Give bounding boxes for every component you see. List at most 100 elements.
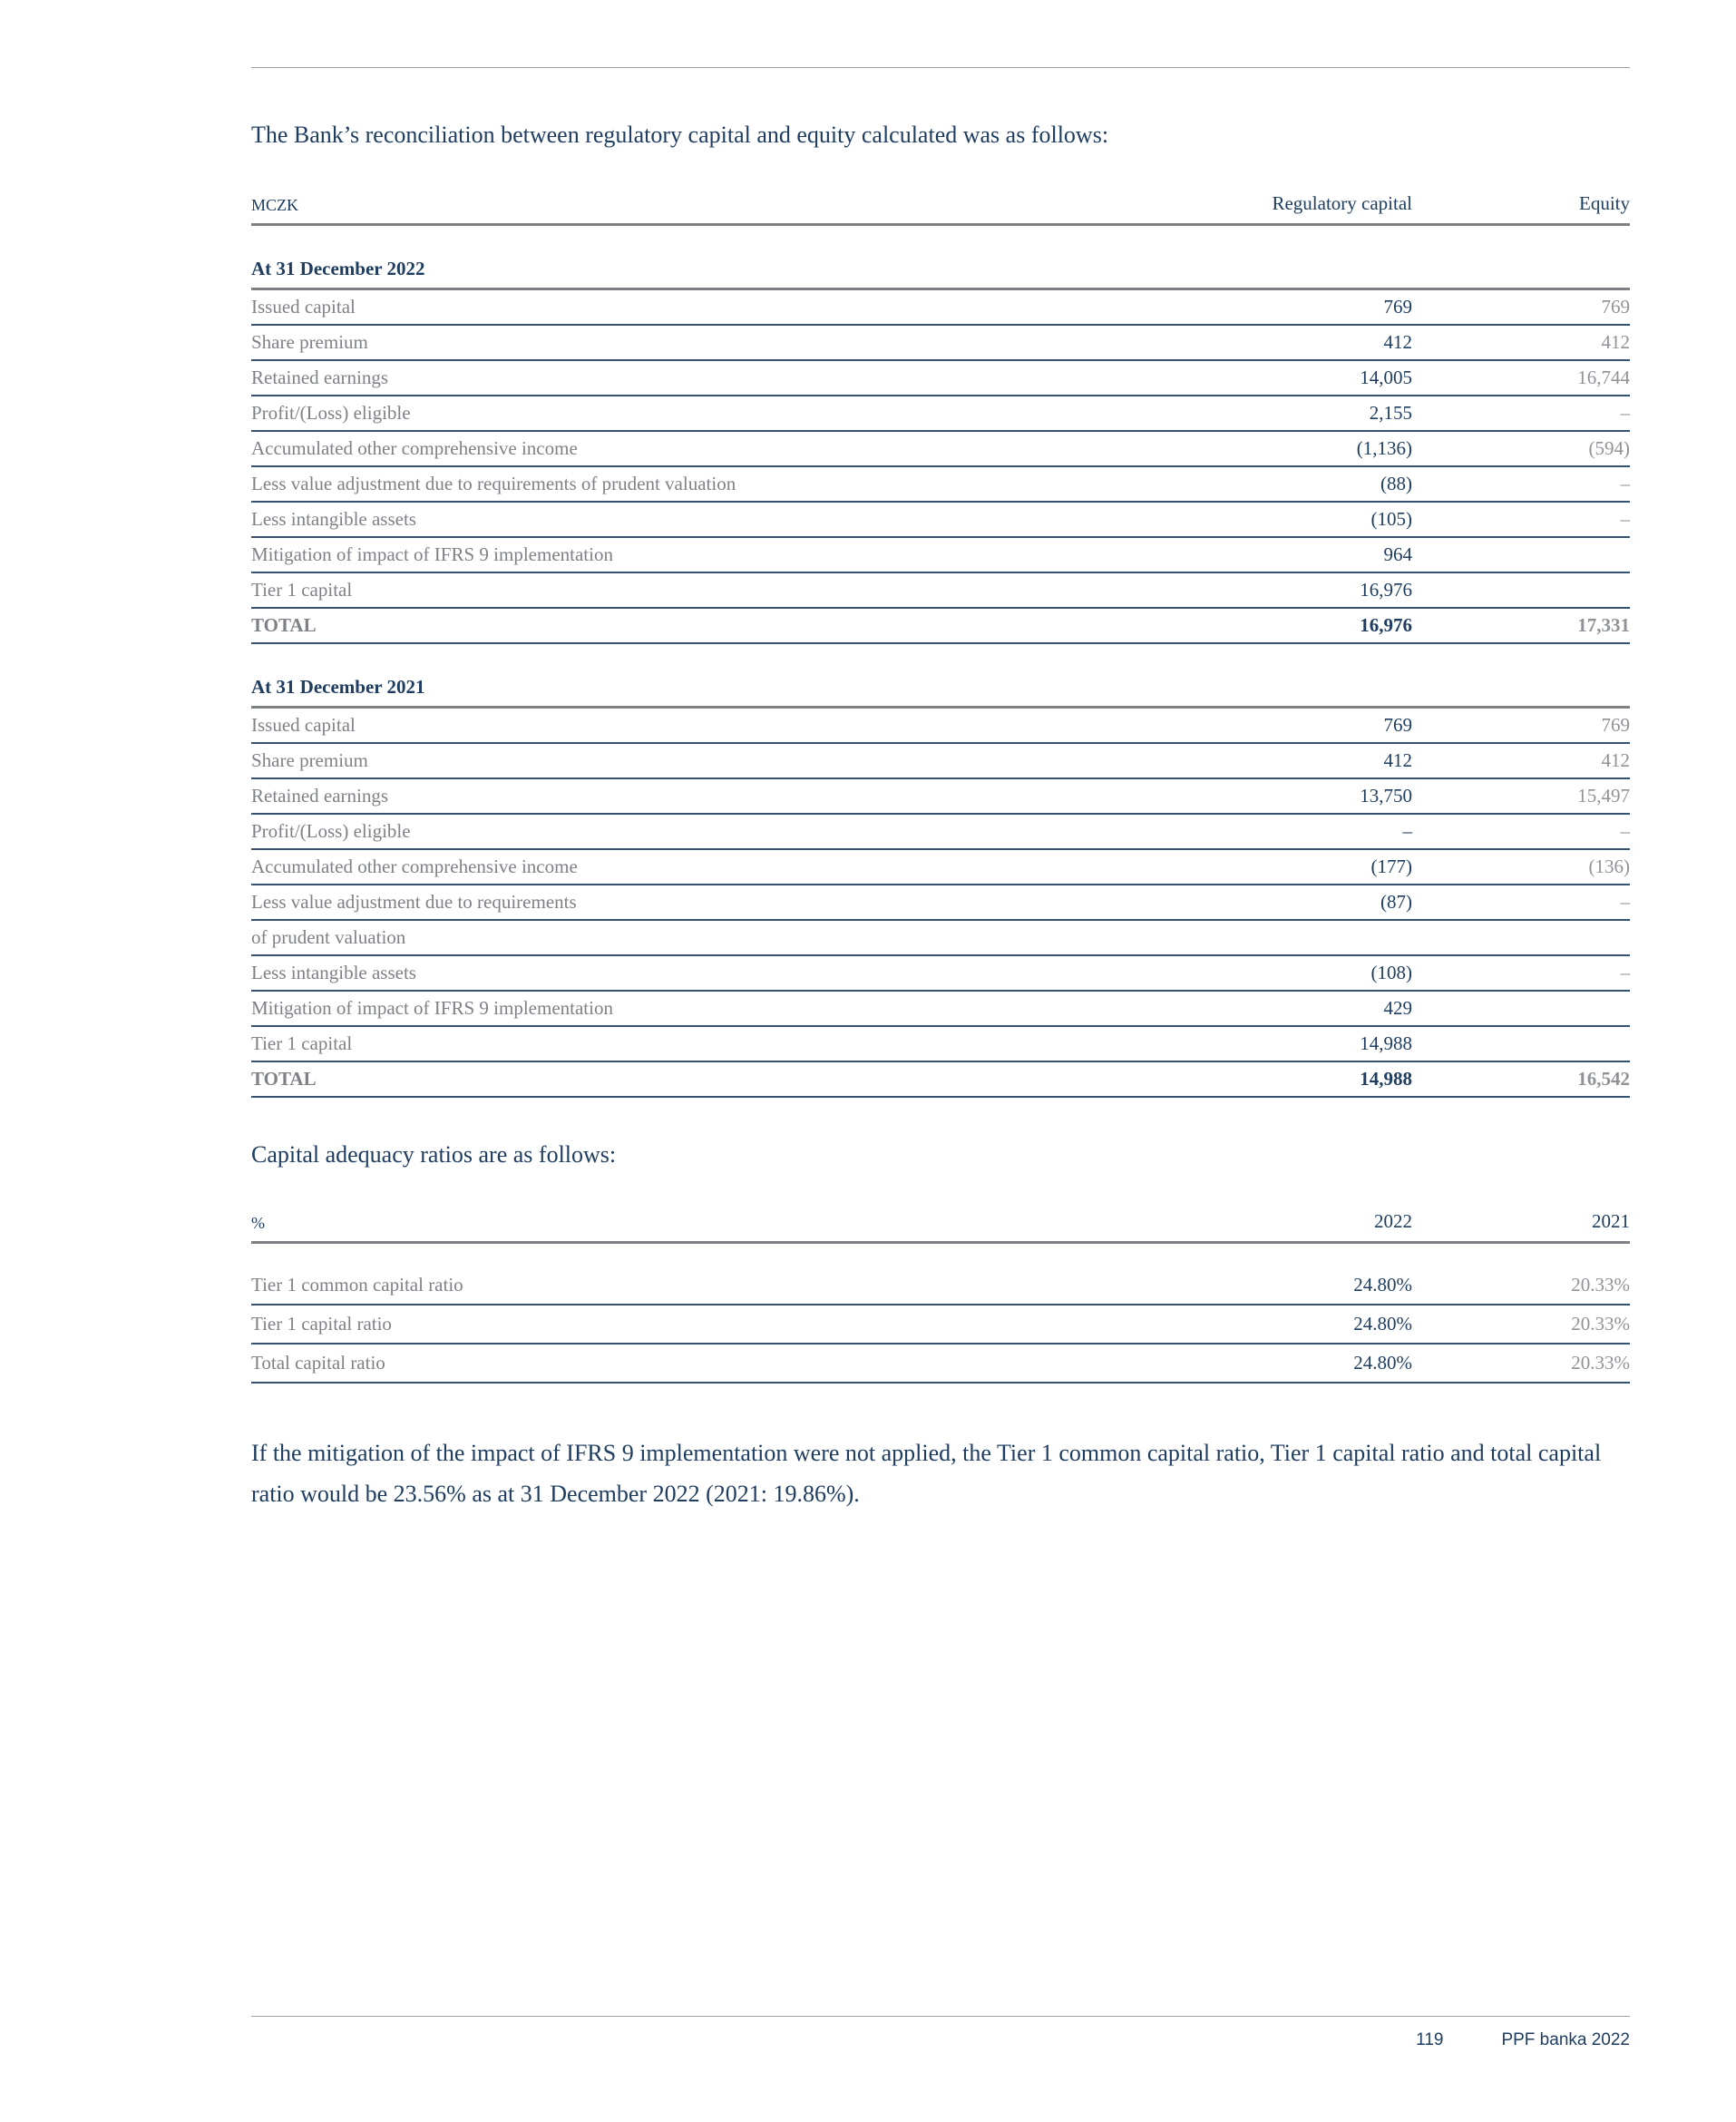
top-divider bbox=[251, 67, 1630, 68]
reconciliation-table: At 31 December 2022 Issued capital 769 7… bbox=[251, 258, 1630, 1098]
equity-value: – bbox=[1620, 891, 1631, 913]
equity-value: 769 bbox=[1601, 296, 1631, 318]
row-label: Tier 1 capital bbox=[251, 1032, 353, 1054]
column-header-2021: 2021 bbox=[1592, 1210, 1630, 1232]
section-rows: Issued capital 769 769 Share premium 412… bbox=[251, 290, 1630, 644]
equity-value: – bbox=[1620, 402, 1631, 424]
ratio-2022-value: 24.80% bbox=[1353, 1352, 1412, 1374]
table-row: Share premium 412 412 bbox=[251, 326, 1630, 361]
table-section: At 31 December 2021 Issued capital 769 7… bbox=[251, 676, 1630, 1098]
table-row: Profit/(Loss) eligible – – bbox=[251, 815, 1630, 850]
table-row: Less value adjustment due to requirement… bbox=[251, 885, 1630, 921]
row-label: Retained earnings bbox=[251, 785, 389, 807]
regulatory-capital-value: 14,988 bbox=[1360, 1068, 1412, 1090]
regulatory-capital-value: 2,155 bbox=[1369, 402, 1412, 424]
ratio-2022-value: 24.80% bbox=[1353, 1313, 1412, 1335]
row-label: Retained earnings bbox=[251, 367, 389, 388]
row-label: Share premium bbox=[251, 749, 368, 771]
regulatory-capital-value: 14,005 bbox=[1360, 367, 1412, 388]
regulatory-capital-value: 412 bbox=[1383, 331, 1413, 353]
ratios-table-spacer bbox=[251, 1244, 1630, 1266]
table-row: Less intangible assets (108) – bbox=[251, 956, 1630, 992]
section-title-row: At 31 December 2022 bbox=[251, 258, 1630, 290]
regulatory-capital-value: 964 bbox=[1383, 543, 1413, 565]
ratio-2021-value: 20.33% bbox=[1571, 1352, 1630, 1374]
row-label: Less intangible assets bbox=[251, 962, 416, 983]
page-content: The Bank’s reconciliation between regula… bbox=[251, 0, 1630, 1514]
regulatory-capital-value: (1,136) bbox=[1356, 437, 1412, 459]
section-title-row: At 31 December 2021 bbox=[251, 676, 1630, 709]
table-row: Less value adjustment due to requirement… bbox=[251, 467, 1630, 503]
ratio-2022-value: 24.80% bbox=[1353, 1274, 1412, 1296]
equity-value: – bbox=[1620, 962, 1631, 983]
table-row: Issued capital 769 769 bbox=[251, 290, 1630, 326]
equity-value: 769 bbox=[1601, 714, 1631, 736]
table-row: Issued capital 769 769 bbox=[251, 709, 1630, 744]
regulatory-capital-value: 16,976 bbox=[1360, 614, 1412, 636]
equity-value: 16,542 bbox=[1577, 1068, 1630, 1090]
regulatory-capital-value: (105) bbox=[1370, 508, 1413, 530]
ratio-2021-value: 20.33% bbox=[1571, 1313, 1630, 1335]
equity-value: – bbox=[1620, 473, 1631, 494]
table-row: Profit/(Loss) eligible 2,155 – bbox=[251, 396, 1630, 432]
regulatory-capital-value: 769 bbox=[1383, 714, 1413, 736]
unit-label-mczk: MCZK bbox=[251, 196, 299, 214]
column-header-2022: 2022 bbox=[1374, 1210, 1412, 1232]
regulatory-capital-value: 14,988 bbox=[1360, 1032, 1412, 1054]
section-title: At 31 December 2021 bbox=[251, 676, 425, 698]
table-row: Accumulated other comprehensive income (… bbox=[251, 432, 1630, 467]
row-label: Issued capital bbox=[251, 714, 356, 736]
equity-value: – bbox=[1620, 508, 1631, 530]
ratios-table-header: % 2022 2021 bbox=[251, 1210, 1630, 1244]
regulatory-capital-value: (87) bbox=[1380, 891, 1412, 913]
table-row: Tier 1 capital 14,988 bbox=[251, 1027, 1630, 1062]
table-row: Retained earnings 14,005 16,744 bbox=[251, 361, 1630, 396]
row-label: Accumulated other comprehensive income bbox=[251, 856, 578, 877]
row-label: Issued capital bbox=[251, 296, 356, 318]
section-rows: Issued capital 769 769 Share premium 412… bbox=[251, 709, 1630, 1098]
unit-label-percent: % bbox=[251, 1214, 265, 1232]
table-row: Less intangible assets (105) – bbox=[251, 503, 1630, 538]
page-footer: 119 PPF banka 2022 bbox=[251, 2016, 1630, 2050]
regulatory-capital-value: (108) bbox=[1370, 962, 1413, 983]
ratio-label: Tier 1 capital ratio bbox=[251, 1313, 392, 1335]
ratio-row: Total capital ratio 24.80% 20.33% bbox=[251, 1345, 1630, 1384]
equity-value: – bbox=[1620, 820, 1631, 842]
ratios-table: Tier 1 common capital ratio 24.80% 20.33… bbox=[251, 1266, 1630, 1384]
footer-text: 119 PPF banka 2022 bbox=[251, 2030, 1630, 2050]
row-label: of prudent valuation bbox=[251, 926, 406, 948]
table-row: Accumulated other comprehensive income (… bbox=[251, 850, 1630, 885]
ratio-row: Tier 1 common capital ratio 24.80% 20.33… bbox=[251, 1266, 1630, 1305]
row-label: Mitigation of impact of IFRS 9 implement… bbox=[251, 997, 613, 1019]
regulatory-capital-value: (88) bbox=[1380, 473, 1412, 494]
row-label: Profit/(Loss) eligible bbox=[251, 402, 411, 424]
ratio-2021-value: 20.33% bbox=[1571, 1274, 1630, 1296]
equity-value: (594) bbox=[1588, 437, 1631, 459]
equity-value: (136) bbox=[1588, 856, 1631, 877]
regulatory-capital-value: (177) bbox=[1370, 856, 1413, 877]
table-row: TOTAL 16,976 17,331 bbox=[251, 609, 1630, 644]
regulatory-capital-value: 429 bbox=[1383, 997, 1413, 1019]
table-row: Share premium 412 412 bbox=[251, 744, 1630, 779]
table-row: Mitigation of impact of IFRS 9 implement… bbox=[251, 538, 1630, 573]
table-section: At 31 December 2022 Issued capital 769 7… bbox=[251, 258, 1630, 644]
equity-value: 15,497 bbox=[1577, 785, 1630, 807]
reconciliation-table-header: MCZK Regulatory capital Equity bbox=[251, 192, 1630, 226]
equity-value: 412 bbox=[1601, 331, 1631, 353]
column-header-regulatory-capital: Regulatory capital bbox=[1272, 192, 1412, 214]
section-title: At 31 December 2022 bbox=[251, 258, 425, 279]
row-label: Share premium bbox=[251, 331, 368, 353]
row-label: TOTAL bbox=[251, 614, 317, 636]
column-header-equity: Equity bbox=[1579, 192, 1630, 214]
row-label: Accumulated other comprehensive income bbox=[251, 437, 578, 459]
regulatory-capital-value: 13,750 bbox=[1360, 785, 1412, 807]
page-number: 119 bbox=[1416, 2030, 1444, 2049]
equity-value: 412 bbox=[1601, 749, 1631, 771]
row-label: Less value adjustment due to requirement… bbox=[251, 473, 736, 494]
brand-label: PPF banka 2022 bbox=[1501, 2030, 1630, 2049]
regulatory-capital-value: 16,976 bbox=[1360, 579, 1412, 601]
reconciliation-heading: The Bank’s reconciliation between regula… bbox=[251, 122, 1109, 148]
row-label: Less intangible assets bbox=[251, 508, 416, 530]
regulatory-capital-value: 769 bbox=[1383, 296, 1413, 318]
